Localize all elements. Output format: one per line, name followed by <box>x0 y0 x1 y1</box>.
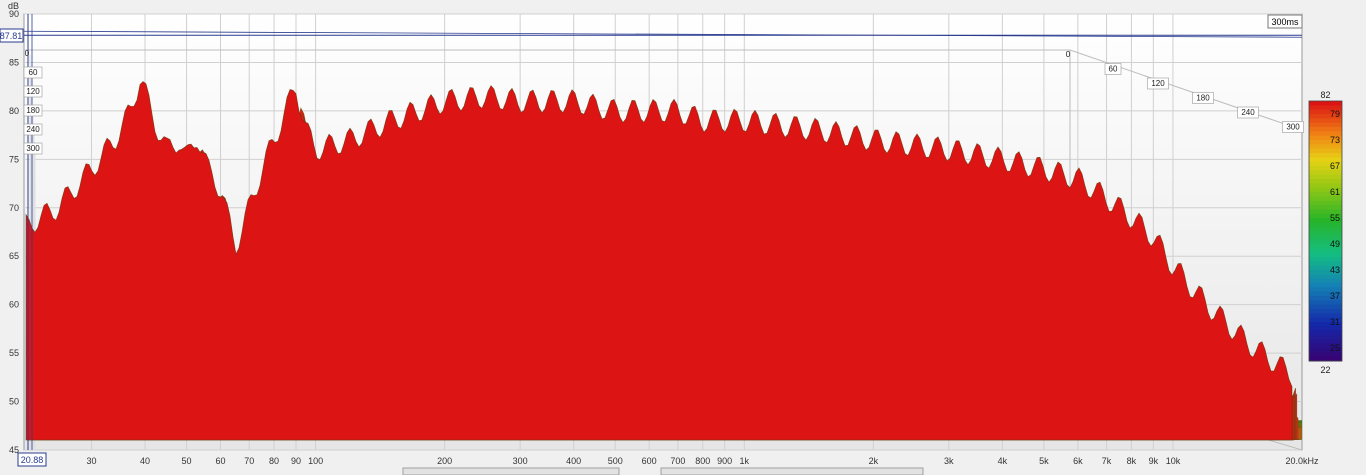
colorbar-tick-label: 67 <box>1330 161 1340 171</box>
y-unit-label: dB <box>8 1 19 11</box>
svg-text:240: 240 <box>1241 108 1255 117</box>
x-tick-label: 30 <box>86 456 96 466</box>
x-tick-label: 8k <box>1127 456 1137 466</box>
time-tick-left: 240 <box>23 123 43 136</box>
x-tick-label: 100 <box>308 456 323 466</box>
svg-text:87.81: 87.81 <box>0 31 22 41</box>
svg-text:120: 120 <box>26 87 40 96</box>
x-tick-label: 2k <box>869 456 879 466</box>
colorbar-tick-label: 25 <box>1330 343 1340 353</box>
colorbar-tick-label: 61 <box>1330 187 1340 197</box>
x-tick-label: 900 <box>717 456 732 466</box>
y-tick-label: 70 <box>9 203 19 213</box>
colorbar-tick-label: 37 <box>1330 291 1340 301</box>
svg-text:0: 0 <box>1066 50 1071 59</box>
svg-text:300ms: 300ms <box>1271 17 1299 27</box>
y-tick-label: 65 <box>9 251 19 261</box>
svg-text:300: 300 <box>1286 123 1300 132</box>
colorbar: 82 22 79 73 67 61 55 49 43 37 31 25 <box>1308 90 1343 375</box>
time-tick-left: 180 <box>23 104 43 117</box>
x-tick-label: 7k <box>1102 456 1112 466</box>
svg-text:60: 60 <box>29 68 38 77</box>
colorbar-tick-label: 55 <box>1330 213 1340 223</box>
y-tick-label: 50 <box>9 397 19 407</box>
svg-text:180: 180 <box>26 106 40 115</box>
x-tick-label: 9k <box>1149 456 1159 466</box>
svg-text:20.88: 20.88 <box>21 455 44 465</box>
colorbar-min-label: 22 <box>1320 365 1330 375</box>
y-tick-label: 60 <box>9 300 19 310</box>
x-tick-label: 6k <box>1073 456 1083 466</box>
time-tick-left: 120 <box>23 85 43 98</box>
cursor-horizontal-back <box>23 30 1303 38</box>
svg-text:240: 240 <box>26 125 40 134</box>
svg-text:180: 180 <box>1196 94 1210 103</box>
time-tick-right: 240 <box>1237 106 1259 119</box>
y-tick-label: 55 <box>9 348 19 358</box>
waterfall-surface <box>25 81 1302 441</box>
x-tick-label: 20.0kHz <box>1285 456 1319 466</box>
x-tick-label: 700 <box>670 456 685 466</box>
x-tick-label: 300 <box>513 456 528 466</box>
time-tick-left: 300 <box>23 142 43 155</box>
colorbar-tick-label: 79 <box>1330 109 1340 119</box>
x-tick-label: 70 <box>244 456 254 466</box>
svg-text:300: 300 <box>26 144 40 153</box>
time-tick-left: 0 <box>25 49 30 58</box>
time-tick-right: 120 <box>1147 77 1169 90</box>
time-tick-left: 60 <box>23 66 43 79</box>
time-tick-right: 300 <box>1282 121 1304 133</box>
y-axis: 90 85 80 75 70 65 60 55 50 45 <box>9 9 19 455</box>
x-tick-label: 40 <box>140 456 150 466</box>
y-tick-label: 75 <box>9 154 19 164</box>
y-tick-label: 85 <box>9 57 19 67</box>
svg-text:0: 0 <box>25 49 30 58</box>
x-tick-label: 60 <box>216 456 226 466</box>
x-tick-label: 600 <box>642 456 657 466</box>
svg-text:60: 60 <box>1109 65 1118 74</box>
colorbar-max-label: 82 <box>1320 90 1330 100</box>
x-tick-label: 90 <box>291 456 301 466</box>
time-tick-right: 60 <box>1104 63 1122 75</box>
x-tick-label: 800 <box>695 456 710 466</box>
colorbar-tick-label: 43 <box>1330 265 1340 275</box>
x-tick-label: 80 <box>269 456 279 466</box>
time-tick-right: 180 <box>1192 92 1214 104</box>
x-tick-label: 200 <box>437 456 452 466</box>
time-label: 300ms <box>1267 14 1303 29</box>
cursor-level-readout: 87.81 <box>0 28 24 43</box>
cursor-freq-readout: 20.88 <box>17 452 47 467</box>
y-tick-label: 80 <box>9 106 19 116</box>
x-tick-label: 1k <box>740 456 750 466</box>
x-tick-label: 500 <box>608 456 623 466</box>
time-tick-right: 0 <box>1066 50 1071 59</box>
colorbar-tick-label: 73 <box>1330 135 1340 145</box>
x-tick-label: 5k <box>1039 456 1049 466</box>
colorbar-tick-label: 31 <box>1330 317 1340 327</box>
y-tick-label: 45 <box>9 445 19 455</box>
x-tick-label: 3k <box>944 456 954 466</box>
scroll-handles[interactable] <box>402 467 924 475</box>
y-tick-label: 90 <box>9 9 19 19</box>
time-axis-labels: 0 60 120 180 240 300 0 60 120 180 240 300 <box>23 49 1304 155</box>
x-axis: 30 40 50 60 70 80 90 100 200 300 400 500 600 700 800 90… <box>86 456 1319 466</box>
svg-text:120: 120 <box>1151 79 1165 88</box>
colorbar-tick-label: 49 <box>1330 239 1340 249</box>
x-tick-label: 400 <box>566 456 581 466</box>
x-tick-label: 10k <box>1166 456 1181 466</box>
x-tick-label: 4k <box>998 456 1008 466</box>
x-tick-label: 50 <box>182 456 192 466</box>
